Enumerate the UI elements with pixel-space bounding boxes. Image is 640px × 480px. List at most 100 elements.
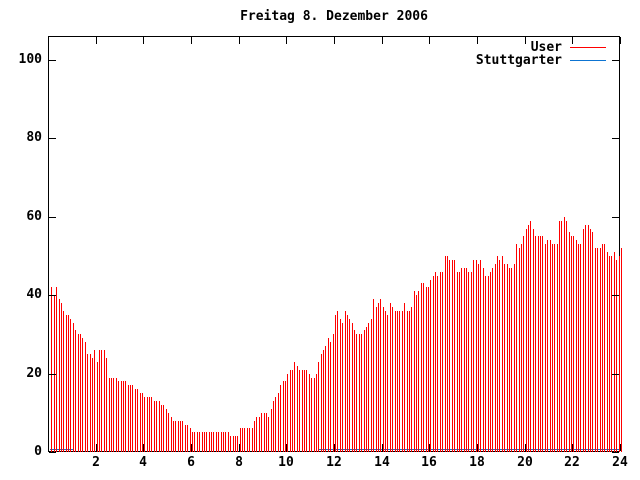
user-impulse xyxy=(492,268,493,452)
x-tick-mark xyxy=(96,37,97,44)
chart-title: Freitag 8. Dezember 2006 xyxy=(240,9,428,24)
user-impulse xyxy=(192,432,193,452)
user-impulse xyxy=(373,299,374,452)
y-tick-mark xyxy=(49,60,56,61)
x-tick-label: 24 xyxy=(612,455,628,470)
user-impulse xyxy=(99,350,100,452)
user-impulse xyxy=(297,366,298,452)
user-impulse xyxy=(268,417,269,452)
user-impulse xyxy=(390,303,391,452)
user-impulse xyxy=(187,425,188,452)
user-impulse xyxy=(68,315,69,452)
user-impulse xyxy=(440,272,441,452)
user-impulse xyxy=(416,295,417,452)
y-tick-label: 40 xyxy=(26,287,42,302)
user-impulse xyxy=(116,378,117,452)
y-tick-mark xyxy=(49,138,56,139)
user-impulse xyxy=(538,236,539,452)
user-impulse xyxy=(561,221,562,452)
y-tick-mark xyxy=(49,452,56,453)
user-impulse xyxy=(73,323,74,452)
user-impulse xyxy=(490,272,491,452)
user-impulse xyxy=(345,311,346,452)
user-impulse xyxy=(387,315,388,452)
user-impulse xyxy=(135,389,136,452)
user-impulse xyxy=(151,397,152,452)
user-impulse xyxy=(242,428,243,452)
user-impulse xyxy=(335,315,336,452)
user-impulse xyxy=(51,287,52,452)
x-tick-mark xyxy=(525,444,526,451)
user-impulse xyxy=(526,229,527,452)
x-tick-mark xyxy=(620,444,621,451)
legend-line-user xyxy=(570,47,606,48)
user-impulse xyxy=(147,397,148,452)
user-impulse xyxy=(597,248,598,452)
user-impulse xyxy=(497,256,498,452)
user-impulse xyxy=(447,256,448,452)
user-impulse xyxy=(230,436,231,452)
user-impulse xyxy=(280,385,281,452)
user-impulse xyxy=(471,272,472,452)
user-impulse xyxy=(578,244,579,452)
user-impulse xyxy=(223,432,224,452)
user-impulse xyxy=(228,432,229,452)
user-impulse xyxy=(468,272,469,452)
user-impulse xyxy=(576,240,577,452)
user-impulse xyxy=(299,370,300,452)
user-impulse xyxy=(395,311,396,452)
user-impulse xyxy=(202,432,203,452)
user-impulse xyxy=(354,330,355,452)
user-impulse xyxy=(94,350,95,452)
x-tick-mark xyxy=(191,37,192,44)
x-tick-mark xyxy=(191,444,192,451)
user-impulse xyxy=(90,354,91,452)
user-impulse xyxy=(461,268,462,452)
user-impulse xyxy=(311,378,312,452)
y-tick-mark xyxy=(612,374,619,375)
user-impulse xyxy=(414,291,415,452)
x-tick-mark xyxy=(334,37,335,44)
user-impulse xyxy=(278,393,279,452)
x-tick-mark xyxy=(239,444,240,451)
x-tick-mark xyxy=(620,37,621,44)
user-impulse xyxy=(368,323,369,452)
user-impulse xyxy=(130,385,131,452)
user-impulse xyxy=(273,401,274,452)
user-impulse xyxy=(333,334,334,452)
user-impulse xyxy=(378,303,379,452)
user-impulse xyxy=(399,311,400,452)
user-impulse xyxy=(573,236,574,452)
user-impulse xyxy=(173,421,174,452)
user-impulse xyxy=(404,303,405,452)
user-impulse xyxy=(233,436,234,452)
user-impulse xyxy=(559,221,560,452)
x-tick-mark xyxy=(239,37,240,44)
y-tick-mark xyxy=(49,374,56,375)
x-tick-label: 18 xyxy=(469,455,485,470)
user-impulse xyxy=(614,252,615,452)
user-impulse xyxy=(304,370,305,452)
user-impulse xyxy=(616,260,617,452)
user-impulse xyxy=(604,244,605,452)
user-impulse xyxy=(271,409,272,452)
user-impulse xyxy=(75,330,76,452)
user-impulse xyxy=(533,229,534,452)
y-tick-mark xyxy=(612,295,619,296)
user-impulse xyxy=(216,432,217,452)
user-impulse xyxy=(156,401,157,452)
user-impulse xyxy=(392,307,393,452)
x-tick-mark xyxy=(477,37,478,44)
user-impulse xyxy=(235,436,236,452)
user-impulse xyxy=(178,421,179,452)
user-impulse xyxy=(411,307,412,452)
x-tick-mark xyxy=(382,444,383,451)
user-impulse xyxy=(82,338,83,452)
user-impulse xyxy=(182,421,183,452)
y-tick-label: 60 xyxy=(26,209,42,224)
user-impulse xyxy=(478,264,479,452)
x-tick-mark xyxy=(143,37,144,44)
x-tick-label: 22 xyxy=(564,455,580,470)
user-impulse xyxy=(140,393,141,452)
